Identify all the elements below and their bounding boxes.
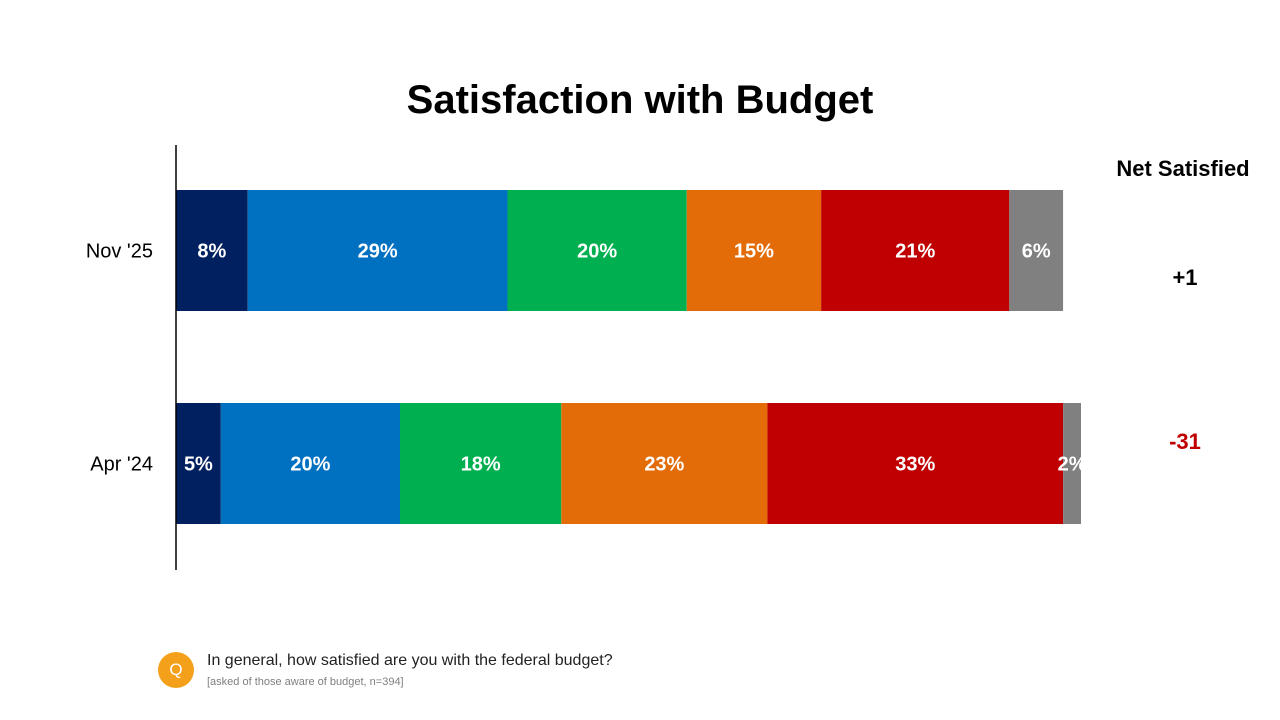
data-label: 20% — [577, 241, 617, 263]
data-label: 8% — [197, 241, 226, 263]
data-label: 2% — [1058, 454, 1087, 476]
chart-title: Satisfaction with Budget — [406, 78, 874, 122]
data-label: 18% — [461, 454, 501, 476]
net-satisfied-apr24: -31 — [1169, 429, 1201, 454]
category-label: Nov '25 — [86, 241, 153, 263]
bar-apr24-segment-2 — [220, 403, 401, 524]
plot-edge-mask — [1081, 380, 1111, 540]
question-text: In general, how satisfied are you with t… — [207, 652, 613, 669]
bar-apr24-segment-3 — [400, 403, 562, 524]
category-label: Apr '24 — [90, 454, 153, 476]
bar-nov25-segment-2 — [247, 190, 508, 311]
bar-apr24-segment-6 — [1063, 403, 1081, 524]
bar-nov25-segment-3 — [507, 190, 687, 311]
data-label: 23% — [644, 454, 684, 476]
data-label: 20% — [290, 454, 330, 476]
bar-nov25-segment-5 — [821, 190, 1010, 311]
data-label: 15% — [734, 241, 774, 263]
data-label: 5% — [184, 454, 213, 476]
net-satisfied-nov25: +1 — [1172, 265, 1198, 290]
data-label: 29% — [358, 241, 398, 263]
bar-apr24-segment-1 — [176, 403, 221, 524]
net-satisfied-header: Net Satisfied — [1116, 156, 1250, 181]
data-label: 6% — [1022, 241, 1051, 263]
bar-nov25-segment-6 — [1009, 190, 1064, 311]
bar-nov25-segment-4 — [686, 190, 822, 311]
question-note: [asked of those aware of budget, n=394] — [207, 676, 404, 688]
data-label: 21% — [895, 241, 935, 263]
bar-nov25-segment-1 — [176, 190, 248, 311]
bar-apr24-segment-4 — [561, 403, 768, 524]
question-badge-icon: Q — [158, 652, 194, 688]
data-label: 33% — [895, 454, 935, 476]
bar-apr24-segment-5 — [767, 403, 1064, 524]
